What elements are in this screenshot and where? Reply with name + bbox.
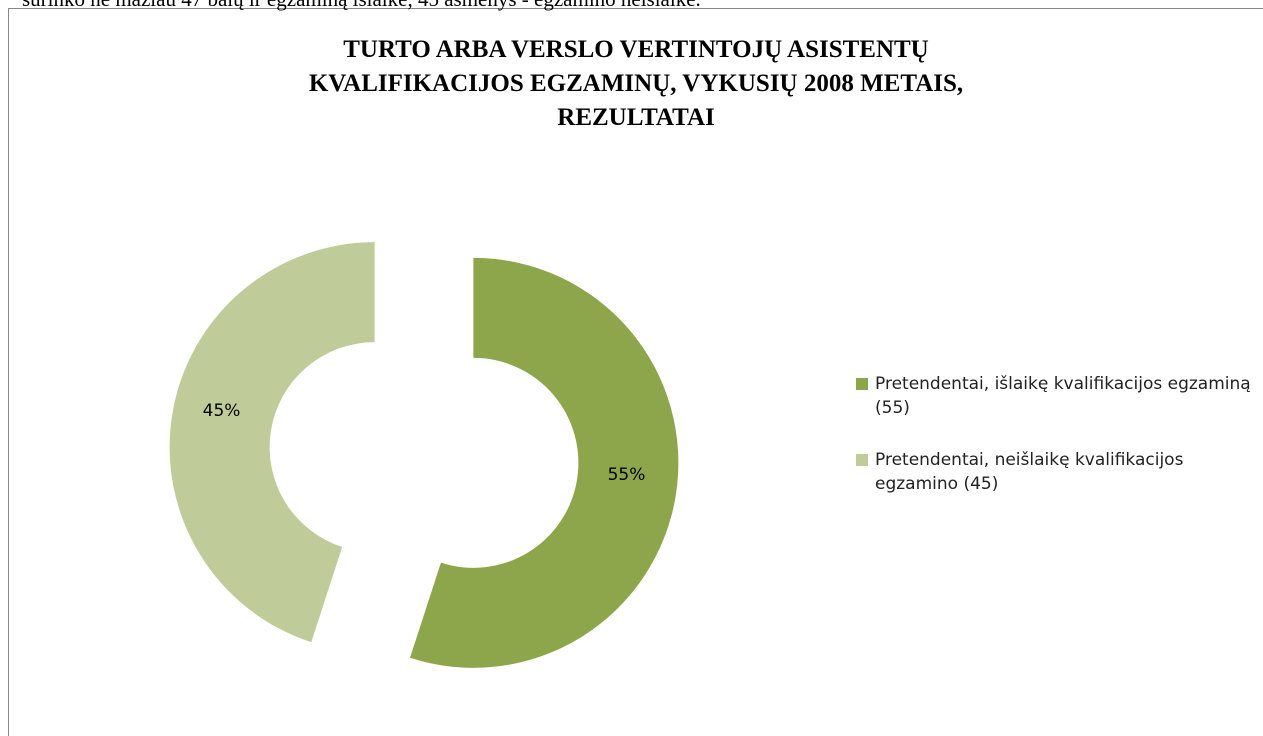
chart-title: TURTO ARBA VERSLO VERTINTOJŲ ASISTENTŲ xyxy=(343,36,929,63)
legend-label: Pretendentai, išlaikę kvalifikacijos egz… xyxy=(875,374,1251,418)
chart-title: KVALIFIKACIJOS EGZAMINŲ, VYKUSIŲ 2008 ME… xyxy=(309,70,963,97)
data-label: 55% xyxy=(608,465,646,485)
legend-label: Pretendentai, neišlaikę kvalifikacijos e… xyxy=(875,450,1184,494)
header-text: surinko ne mažiau 47 balų ir egzaminą iš… xyxy=(22,0,701,11)
chart-frame xyxy=(8,8,1263,736)
chart-title: REZULTATAI xyxy=(557,104,714,131)
legend-item: Pretendentai, išlaikę kvalifikacijos egz… xyxy=(856,372,1256,420)
legend-swatch xyxy=(856,378,868,390)
legend-item: Pretendentai, neišlaikę kvalifikacijos e… xyxy=(856,448,1256,496)
doughnut-slice xyxy=(169,242,375,643)
doughnut-slice xyxy=(410,257,679,668)
legend: Pretendentai, išlaikę kvalifikacijos egz… xyxy=(856,372,1256,524)
legend-swatch xyxy=(856,454,868,466)
data-label: 45% xyxy=(203,401,241,421)
